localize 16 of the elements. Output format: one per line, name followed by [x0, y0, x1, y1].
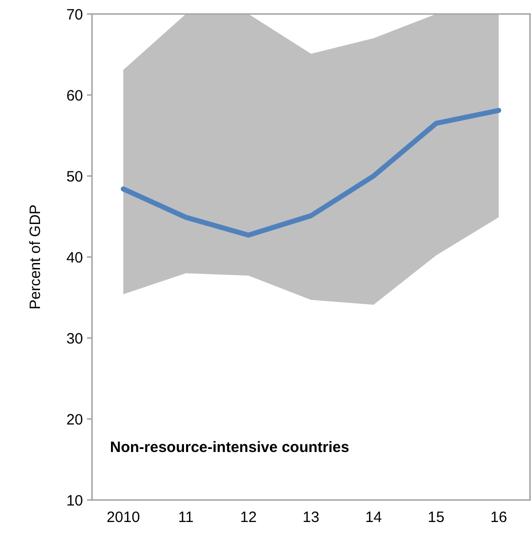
- x-tick-label: 14: [365, 509, 382, 526]
- x-tick-label: 12: [240, 509, 257, 526]
- y-tick-label: 40: [66, 249, 83, 266]
- y-tick-label: 50: [66, 168, 83, 186]
- x-tick-label: 11: [178, 509, 194, 526]
- annotation: Non-resource-intensive countries: [110, 439, 350, 456]
- y-axis-title: Percent of GDP: [27, 204, 44, 310]
- x-tick-label: 13: [302, 509, 320, 526]
- y-tick-label: 60: [66, 87, 83, 104]
- y-tick-label: 10: [66, 492, 83, 510]
- x-tick-label: 2010: [106, 509, 140, 526]
- y-tick-label: 70: [66, 6, 83, 24]
- x-tick-label: 16: [490, 509, 508, 526]
- x-tick-label: 15: [428, 509, 444, 526]
- y-tick-label: 30: [66, 330, 83, 348]
- y-tick-label: 20: [66, 411, 83, 428]
